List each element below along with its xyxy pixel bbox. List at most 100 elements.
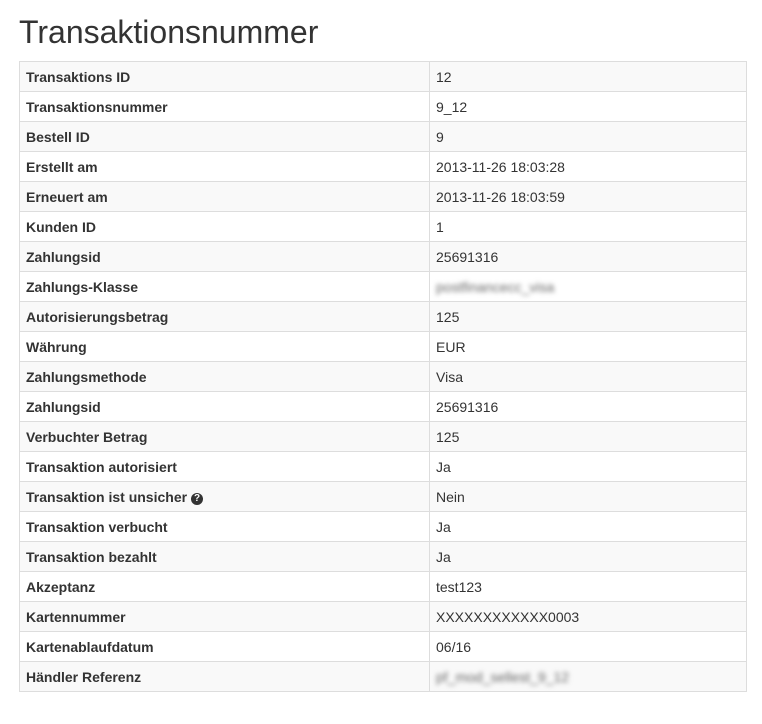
row-label: Zahlungsmethode	[19, 361, 430, 392]
row-value: 2013-11-26 18:03:28	[429, 151, 747, 182]
row-label: Zahlungs-Klasse	[19, 271, 430, 302]
row-value: Ja	[429, 511, 747, 542]
row-label: Transaktionsnummer	[19, 91, 430, 122]
table-row: Währung EUR	[19, 331, 747, 362]
table-row: Transaktion bezahlt Ja	[19, 541, 747, 572]
row-value: 9_12	[429, 91, 747, 122]
row-label-text: Erneuert am	[26, 188, 108, 205]
row-label-text: Transaktion bezahlt	[26, 548, 157, 565]
table-row: Akzeptanz test123	[19, 571, 747, 602]
row-label: Transaktion verbucht	[19, 511, 430, 542]
row-label-text: Bestell ID	[26, 128, 90, 145]
row-value-text: 9_12	[436, 98, 468, 115]
table-row: Zahlungsid 25691316	[19, 241, 747, 272]
row-value-text: Visa	[436, 368, 463, 385]
table-row: Kunden ID 1	[19, 211, 747, 242]
row-value: Ja	[429, 451, 747, 482]
row-label-text: Kartenablaufdatum	[26, 638, 154, 655]
row-value-text: Ja	[436, 548, 451, 565]
row-value: 25691316	[429, 241, 747, 272]
row-label: Kartennummer	[19, 601, 430, 632]
row-value: 06/16	[429, 631, 747, 662]
row-label-text: Zahlungsid	[26, 248, 101, 265]
row-value: XXXXXXXXXXXX0003	[429, 601, 747, 632]
row-value-text: 9	[436, 128, 444, 145]
table-row: Kartenablaufdatum 06/16	[19, 631, 747, 662]
row-value-text: XXXXXXXXXXXX0003	[436, 608, 580, 625]
table-row: Transaktion verbucht Ja	[19, 511, 747, 542]
row-label: Bestell ID	[19, 121, 430, 152]
row-label: Transaktion autorisiert	[19, 451, 430, 482]
row-label: Kunden ID	[19, 211, 430, 242]
page-title: Transaktionsnummer	[19, 14, 319, 50]
row-label: Akzeptanz	[19, 571, 430, 602]
row-value-text: 125	[436, 308, 460, 325]
row-value: 25691316	[429, 391, 747, 422]
table-row: Transaktions ID 12	[19, 61, 747, 92]
row-value-text: 2013-11-26 18:03:59	[436, 188, 565, 205]
row-value-text: 12	[436, 68, 452, 85]
row-value-text: 25691316	[436, 398, 499, 415]
row-label-text: Händler Referenz	[26, 668, 142, 685]
row-label: Transaktion ist unsicher?	[19, 481, 430, 512]
row-value: 2013-11-26 18:03:59	[429, 181, 747, 212]
row-value-text: Ja	[436, 518, 451, 535]
table-row: Zahlungsmethode Visa	[19, 361, 747, 392]
row-label-text: Zahlungs-Klasse	[26, 278, 139, 295]
row-label-text: Transaktion verbucht	[26, 518, 168, 535]
row-label-text: Akzeptanz	[26, 578, 96, 595]
row-value-text: Ja	[436, 458, 451, 475]
row-label-text: Kunden ID	[26, 218, 96, 235]
table-row: Transaktion autorisiert Ja	[19, 451, 747, 482]
row-value: 1	[429, 211, 747, 242]
row-label-text: Transaktionsnummer	[26, 98, 168, 115]
row-label-text: Transaktion autorisiert	[26, 458, 177, 475]
row-value: Ja	[429, 541, 747, 572]
row-value-text: 2013-11-26 18:03:28	[436, 158, 565, 175]
question-circle-icon[interactable]: ?	[191, 492, 204, 505]
row-label: Erneuert am	[19, 181, 430, 212]
row-value-text: 1	[436, 218, 444, 235]
row-label: Verbuchter Betrag	[19, 421, 430, 452]
row-value: 12	[429, 61, 747, 92]
transaction-details-table: Transaktions ID 12 Transaktionsnummer 9_12 B…	[19, 61, 747, 692]
table-row: Erstellt am 2013-11-26 18:03:28	[19, 151, 747, 182]
row-label: Transaktions ID	[19, 61, 430, 92]
row-label-text: Zahlungsid	[26, 398, 101, 415]
row-label: Autorisierungsbetrag	[19, 301, 430, 332]
row-label-text: Kartennummer	[26, 608, 126, 625]
row-value: postfinancecc_visa	[429, 271, 747, 302]
row-value-text: 125	[436, 428, 460, 445]
row-value: test123	[429, 571, 747, 602]
table-row: Kartennummer XXXXXXXXXXXX0003	[19, 601, 747, 632]
row-label-text: Währung	[26, 338, 87, 355]
row-value: 125	[429, 301, 747, 332]
row-label: Erstellt am	[19, 151, 430, 182]
table-row: Händler Referenz pf_mod_sellest_9_12	[19, 661, 747, 692]
row-label: Transaktion bezahlt	[19, 541, 430, 572]
row-value: pf_mod_sellest_9_12	[429, 661, 747, 692]
table-row: Transaktion ist unsicher? Nein	[19, 481, 747, 512]
row-label-text: Erstellt am	[26, 158, 98, 175]
row-value: 9	[429, 121, 747, 152]
row-value-text: EUR	[436, 338, 466, 355]
table-row: Verbuchter Betrag 125	[19, 421, 747, 452]
row-value-text: pf_mod_sellest_9_12	[436, 668, 570, 685]
row-value-text: 06/16	[436, 638, 472, 655]
row-label-text: Transaktion ist unsicher	[26, 488, 188, 505]
row-value-text: postfinancecc_visa	[436, 278, 555, 295]
table-row: Autorisierungsbetrag 125	[19, 301, 747, 332]
row-label-text: Verbuchter Betrag	[26, 428, 148, 445]
table-row: Erneuert am 2013-11-26 18:03:59	[19, 181, 747, 212]
row-value: Nein	[429, 481, 747, 512]
row-value-text: 25691316	[436, 248, 499, 265]
row-label: Zahlungsid	[19, 391, 430, 422]
table-row: Transaktionsnummer 9_12	[19, 91, 747, 122]
table-row: Bestell ID 9	[19, 121, 747, 152]
row-value-text: Nein	[436, 488, 465, 505]
row-label-text: Transaktions ID	[26, 68, 131, 85]
row-label: Währung	[19, 331, 430, 362]
row-label: Kartenablaufdatum	[19, 631, 430, 662]
row-value-text: test123	[436, 578, 482, 595]
table-row: Zahlungsid 25691316	[19, 391, 747, 422]
